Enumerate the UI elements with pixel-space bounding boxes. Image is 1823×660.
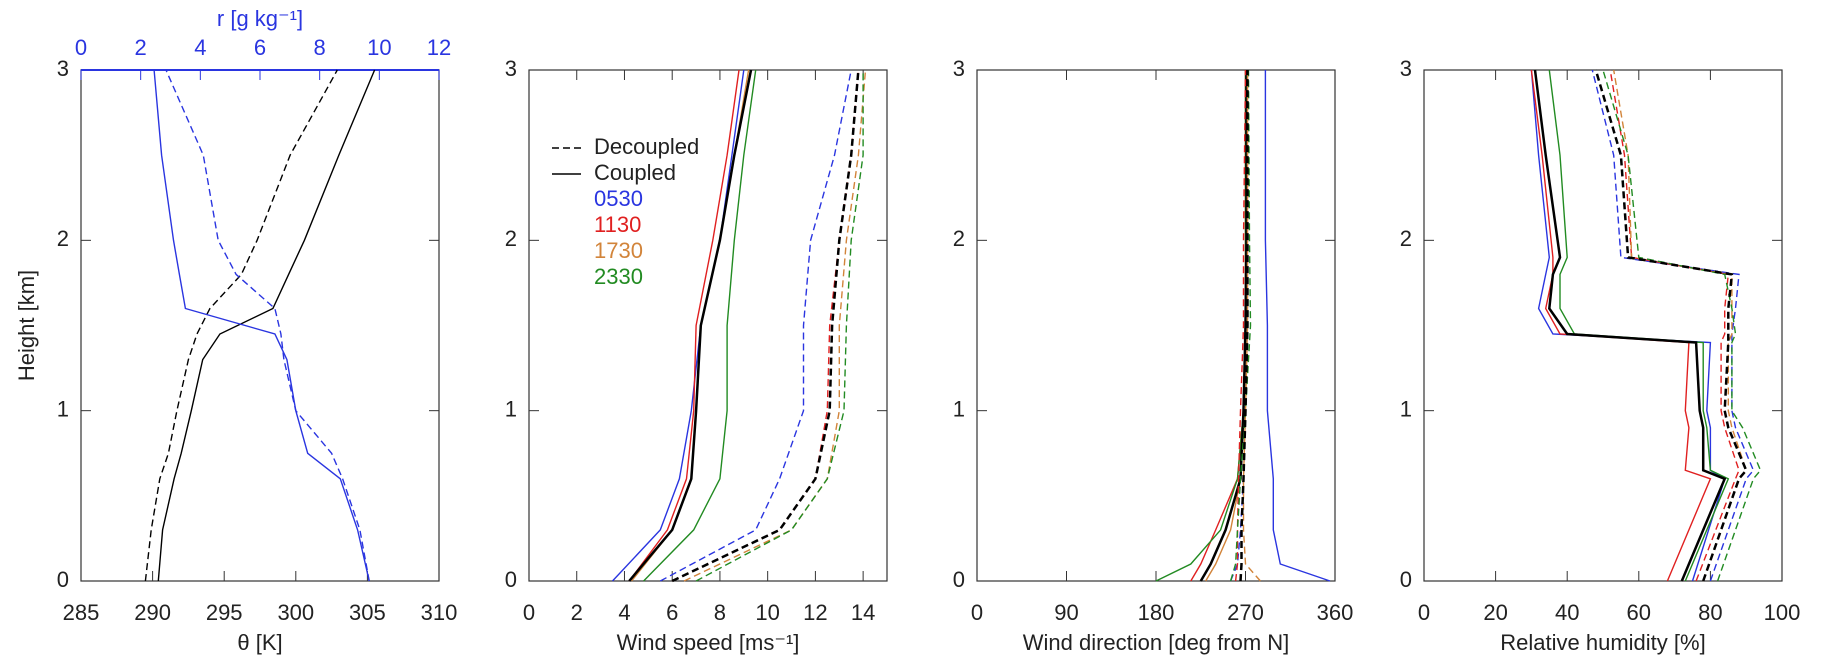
x-tick-label: 0	[971, 600, 983, 625]
y-tick-label: 0	[57, 567, 69, 592]
x-tick-label: 12	[803, 600, 827, 625]
profile-line	[1533, 69, 1727, 582]
y-tick-label: 1	[1400, 396, 1412, 421]
profile-line	[1613, 69, 1747, 582]
x2-tick-label: 4	[194, 35, 206, 60]
y-tick-label: 2	[57, 226, 69, 251]
legend-label: Coupled	[594, 160, 676, 185]
profile-line	[1199, 70, 1248, 582]
x-tick-label: 14	[851, 600, 875, 625]
profile-line	[1548, 69, 1730, 582]
x-axis-label: Relative humidity [%]	[1500, 630, 1705, 655]
x-axis-label: Wind speed [ms⁻¹]	[617, 630, 800, 655]
profile-line	[611, 69, 745, 582]
x-axis-label: θ [K]	[237, 630, 282, 655]
y-tick-label: 2	[1400, 226, 1412, 251]
legend-label: 1730	[594, 238, 643, 263]
profile-line	[165, 69, 370, 582]
plot-frame	[1423, 69, 1783, 582]
y-tick-label: 1	[57, 396, 69, 421]
y-axis-label: Height [km]	[14, 270, 39, 381]
y-tick-label: 0	[953, 567, 965, 592]
profile-line	[1190, 70, 1247, 582]
x-tick-label: 0	[523, 600, 535, 625]
y-tick-label: 0	[1400, 567, 1412, 592]
profile-line	[1602, 69, 1762, 582]
legend-label: Decoupled	[594, 134, 699, 159]
plot-frame	[976, 69, 1336, 582]
x2-tick-label: 6	[254, 35, 266, 60]
profile-line	[144, 69, 338, 582]
plot-frame	[80, 69, 440, 582]
profile-line	[1264, 70, 1331, 582]
x-tick-label: 310	[421, 600, 458, 625]
x-tick-label: 290	[134, 600, 171, 625]
x-tick-label: 4	[618, 600, 630, 625]
x-tick-label: 305	[349, 600, 386, 625]
x-tick-label: 0	[1418, 600, 1430, 625]
x2-tick-label: 10	[367, 35, 391, 60]
profile-line	[1229, 69, 1252, 582]
x-tick-label: 360	[1317, 600, 1354, 625]
x-tick-label: 80	[1698, 600, 1722, 625]
y-tick-label: 1	[505, 396, 517, 421]
x-axis-label: Wind direction [deg from N]	[1023, 630, 1290, 655]
profile-line	[1609, 69, 1740, 582]
x-tick-label: 40	[1555, 600, 1579, 625]
y-tick-label: 3	[505, 56, 517, 81]
plot-frame	[528, 69, 888, 582]
y-tick-label: 3	[953, 56, 965, 81]
profile-line	[153, 69, 370, 582]
profile-line	[628, 69, 753, 582]
profile-line	[659, 69, 852, 582]
x-tick-label: 60	[1627, 600, 1651, 625]
profile-line	[157, 69, 376, 582]
profile-line	[1234, 69, 1247, 582]
x2-tick-label: 2	[135, 35, 147, 60]
x2-tick-label: 0	[75, 35, 87, 60]
x-tick-label: 90	[1054, 600, 1078, 625]
profile-line	[683, 69, 867, 582]
profile-line	[643, 69, 757, 582]
x-tick-label: 270	[1227, 600, 1264, 625]
x-tick-label: 180	[1138, 600, 1175, 625]
profile-line	[628, 69, 740, 582]
x-tick-label: 8	[714, 600, 726, 625]
y-tick-label: 2	[505, 226, 517, 251]
x-tick-label: 300	[277, 600, 314, 625]
profile-line	[1239, 70, 1249, 582]
x2-tick-label: 8	[314, 35, 326, 60]
x-tick-label: 6	[666, 600, 678, 625]
x-tick-label: 2	[571, 600, 583, 625]
x2-tick-label: 12	[427, 35, 451, 60]
profile-line	[695, 70, 864, 582]
profile-line	[1591, 69, 1755, 582]
x-tick-label: 295	[206, 600, 243, 625]
y-tick-label: 3	[57, 56, 69, 81]
legend-label: 0530	[594, 186, 643, 211]
x-tick-label: 20	[1483, 600, 1507, 625]
legend-label: 1130	[594, 212, 641, 237]
y-tick-label: 1	[953, 396, 965, 421]
x-tick-label: 100	[1764, 600, 1801, 625]
profile-line	[1242, 70, 1261, 582]
legend-label: 2330	[594, 264, 643, 289]
y-tick-label: 3	[1400, 56, 1412, 81]
x-tick-label: 285	[63, 600, 100, 625]
y-tick-label: 2	[953, 226, 965, 251]
x2-axis-label: r [g kg⁻¹]	[217, 6, 303, 31]
profile-line	[1594, 69, 1748, 582]
y-tick-label: 0	[505, 567, 517, 592]
x-tick-label: 10	[755, 600, 779, 625]
